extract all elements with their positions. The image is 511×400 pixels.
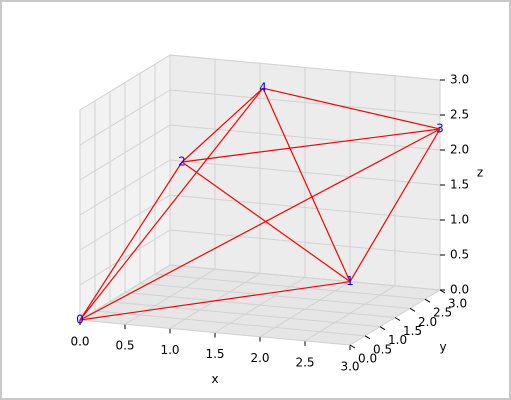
grid-line	[79, 229, 171, 286]
grid-line	[79, 54, 171, 111]
grid-line	[169, 54, 441, 81]
grid-line	[169, 264, 441, 291]
grid-line	[124, 292, 396, 318]
grid-line	[79, 159, 171, 216]
y-tick-label: 1.0	[388, 333, 407, 347]
z-tick-label: 3.0	[450, 73, 469, 87]
grid-line	[79, 124, 171, 181]
tick-mark	[409, 307, 416, 312]
edge	[79, 281, 351, 321]
node-label: 0	[76, 313, 84, 327]
grid-line	[169, 194, 441, 221]
x-tick-label: 1.5	[205, 347, 224, 361]
y-tick-label: 0.5	[373, 342, 392, 356]
z-axis-label: z	[477, 166, 483, 180]
grid-line	[169, 89, 441, 116]
edge	[79, 128, 441, 321]
grid-line	[79, 319, 351, 346]
y-tick-label: 0.0	[358, 352, 377, 366]
y-tick-label: 3.0	[448, 297, 467, 311]
y-axis-label: y	[439, 340, 446, 354]
edge	[349, 128, 441, 282]
node-label: 3	[436, 122, 444, 136]
z-tick-label: 0.0	[450, 283, 469, 297]
edge	[79, 161, 183, 321]
grid-line	[109, 301, 381, 328]
x-tick-label: 0.0	[70, 335, 89, 349]
node-label: 1	[346, 274, 354, 288]
grid-line	[169, 124, 441, 151]
z-tick-label: 1.5	[450, 178, 469, 192]
x-tick-label: 2.0	[250, 351, 269, 365]
node-label: 4	[259, 81, 267, 95]
y-tick-label: 2.0	[418, 315, 437, 329]
edge	[262, 87, 441, 130]
tick-mark	[349, 344, 356, 349]
y-tick-label: 2.5	[433, 306, 452, 320]
grid-line	[154, 273, 426, 300]
z-tick-label: 2.5	[450, 108, 469, 122]
z-tick-label: 2.0	[450, 143, 469, 157]
x-tick-label: 2.5	[295, 355, 314, 369]
z-tick-label: 0.5	[450, 248, 469, 262]
x-tick-label: 0.5	[115, 339, 134, 353]
x-axis-label: x	[211, 372, 218, 386]
grid-line	[139, 282, 411, 309]
tick-mark	[379, 326, 386, 331]
grid-line	[169, 159, 441, 186]
x-tick-label: 1.0	[160, 343, 179, 357]
edge	[262, 87, 351, 282]
tick-mark	[394, 317, 401, 321]
edge	[181, 128, 441, 163]
tick-mark	[424, 298, 431, 303]
edge	[79, 87, 264, 321]
edge	[181, 161, 351, 283]
z-tick-label: 1.0	[450, 213, 469, 227]
node-label: 2	[178, 155, 186, 169]
grid-line	[79, 264, 171, 321]
tick-mark	[364, 335, 371, 340]
grid-line	[169, 229, 441, 256]
edge	[181, 87, 264, 163]
y-tick-label: 1.5	[403, 324, 422, 338]
grid-line	[79, 89, 171, 146]
grid-line	[94, 310, 366, 337]
x-tick-label: 3.0	[340, 360, 359, 374]
